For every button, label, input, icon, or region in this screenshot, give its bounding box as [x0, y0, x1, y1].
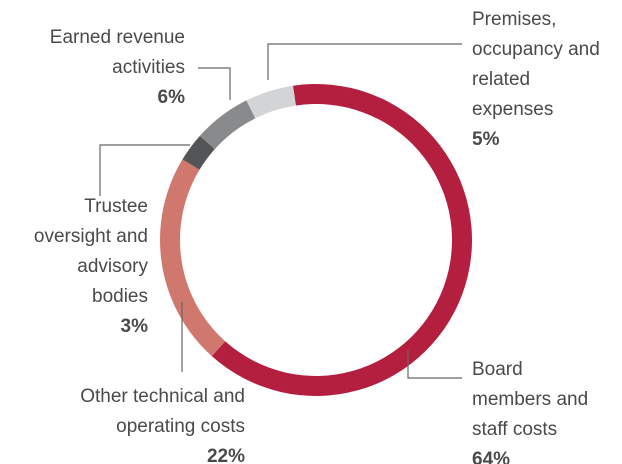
donut-segment — [211, 84, 472, 396]
leader-line — [99, 144, 190, 196]
donut-segment — [199, 100, 256, 150]
donut-segment — [246, 85, 296, 119]
leader-line — [407, 350, 462, 379]
donut-segment — [182, 135, 215, 170]
label: Other technical and operating costs 22% — [80, 386, 245, 464]
label: Board members and staff costs 64% — [472, 359, 589, 464]
label: Premises, occupancy and related expenses… — [472, 9, 600, 150]
label: Earned revenue activities 6% — [49, 27, 185, 108]
donut-segment — [159, 159, 226, 357]
leader-line — [198, 67, 231, 100]
leader-line — [267, 43, 462, 80]
label: Trustee oversight and advisory bodies 3% — [33, 196, 148, 337]
